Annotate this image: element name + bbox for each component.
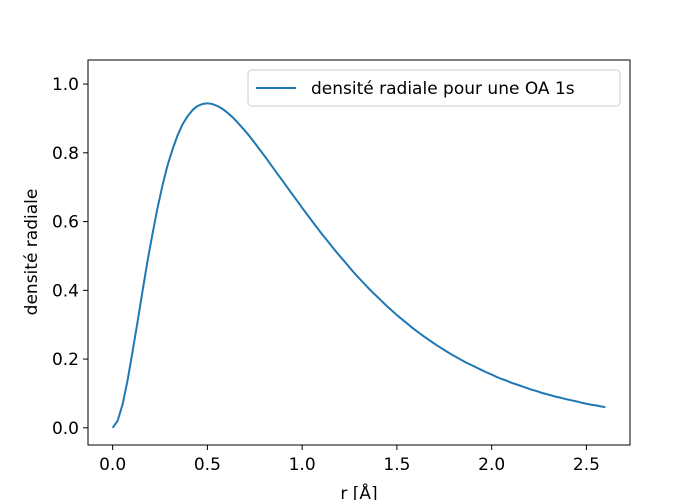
x-tick-label: 2.0 xyxy=(478,455,505,475)
legend-series-label: densité radiale pour une OA 1s xyxy=(311,79,575,99)
x-tick-label: 2.5 xyxy=(573,455,600,475)
x-axis-label: r [Å] xyxy=(340,482,377,500)
x-tick-label: 0.5 xyxy=(194,455,221,475)
axes-frame xyxy=(87,59,631,446)
x-tick-label: 1.5 xyxy=(383,455,410,475)
y-tick-label: 0.4 xyxy=(52,281,79,301)
axis-ticks: 0.0 0.5 1.0 1.5 2.0 2.5 0.0 0.2 0.4 0.6 0.8 1.0 xyxy=(52,75,600,475)
plot-content xyxy=(111,102,606,429)
y-tick-label: 0.0 xyxy=(52,419,79,439)
y-tick-label: 1.0 xyxy=(52,75,79,95)
x-tick-label: 1.0 xyxy=(289,455,316,475)
y-tick-label: 0.2 xyxy=(52,350,79,370)
y-tick-label: 0.8 xyxy=(52,144,79,164)
legend-box xyxy=(247,69,621,107)
series-line-0 xyxy=(111,102,606,429)
y-axis-label: densité radiale xyxy=(22,189,42,316)
y-tick-label: 0.6 xyxy=(52,213,79,233)
x-tick-label: 0.0 xyxy=(99,455,126,475)
legend: densité radiale pour une OA 1s xyxy=(247,69,621,107)
